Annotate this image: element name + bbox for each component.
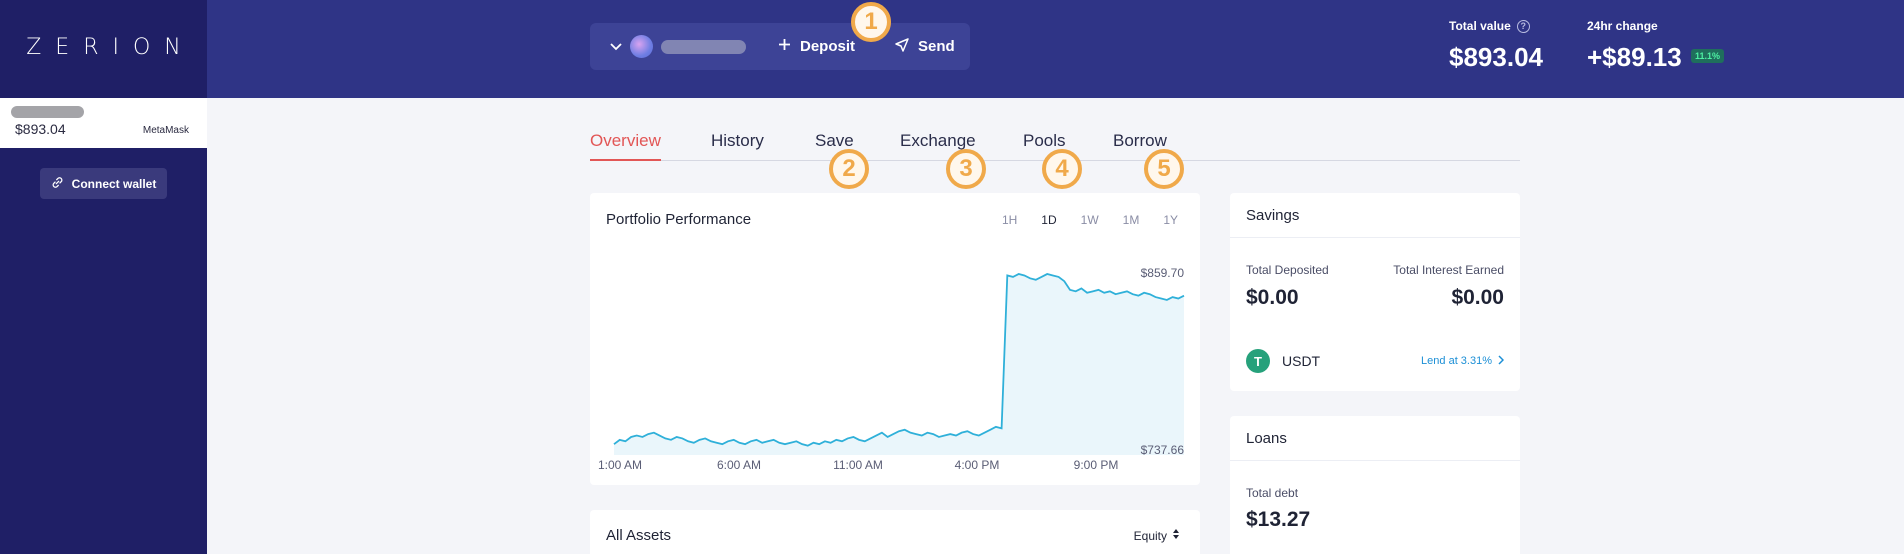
chart-min-label: $737.66 bbox=[1141, 443, 1185, 457]
tab-history[interactable]: History bbox=[711, 131, 764, 150]
total-interest-label: Total Interest Earned bbox=[1393, 263, 1504, 277]
annotation-marker: 2 bbox=[829, 149, 869, 189]
chart-series-line bbox=[613, 273, 1185, 447]
total-interest-value: $0.00 bbox=[1451, 286, 1504, 309]
chevron-down-icon bbox=[610, 38, 622, 56]
asset-symbol: USDT bbox=[1282, 353, 1321, 369]
x-tick-label: 1:00 AM bbox=[598, 458, 642, 472]
sort-dropdown[interactable]: Equity bbox=[1134, 528, 1180, 543]
card-title: All Assets bbox=[606, 527, 672, 544]
wallet-name-redacted bbox=[11, 106, 84, 118]
x-tick-label: 9:00 PM bbox=[1074, 458, 1119, 472]
divider bbox=[1230, 460, 1520, 461]
x-tick-label: 11:00 AM bbox=[833, 458, 883, 472]
action-bar: Deposit Send bbox=[590, 23, 970, 70]
wallet-card[interactable]: $893.04 MetaMask bbox=[0, 98, 207, 148]
connect-wallet-label: Connect wallet bbox=[71, 176, 157, 191]
chart-max-label: $859.70 bbox=[1141, 266, 1185, 280]
change-percent-badge: 11.1% bbox=[1691, 49, 1725, 63]
x-tick-label: 4:00 PM bbox=[955, 458, 1000, 472]
deposit-button[interactable]: Deposit bbox=[758, 23, 875, 70]
total-value: $893.04 bbox=[1449, 42, 1543, 72]
sort-icon bbox=[1172, 528, 1180, 543]
lend-link[interactable]: Lend at 3.31% bbox=[1421, 354, 1505, 368]
card-title: Portfolio Performance bbox=[606, 211, 752, 228]
change-value: +$89.13 bbox=[1587, 42, 1682, 72]
tab-overview[interactable]: Overview bbox=[590, 131, 661, 161]
range-selector: 1H 1D 1W 1M 1Y bbox=[1002, 213, 1178, 227]
annotation-marker: 5 bbox=[1144, 149, 1184, 189]
annotation-marker: 4 bbox=[1042, 149, 1082, 189]
savings-card: Savings Total Deposited $0.00 Total Inte… bbox=[1230, 193, 1520, 391]
chevron-right-icon bbox=[1498, 354, 1505, 368]
wallet-balance: $893.04 bbox=[15, 121, 66, 137]
tab-pools[interactable]: Pools bbox=[1023, 131, 1066, 150]
total-debt-value: $13.27 bbox=[1246, 508, 1311, 531]
deposit-label: Deposit bbox=[800, 38, 856, 55]
total-value-label: Total value ? bbox=[1449, 19, 1530, 33]
tether-icon: T bbox=[1246, 349, 1270, 373]
card-title: Loans bbox=[1246, 430, 1287, 447]
range-1d[interactable]: 1D bbox=[1041, 213, 1057, 227]
range-1w[interactable]: 1W bbox=[1080, 213, 1099, 227]
plus-icon bbox=[778, 38, 791, 55]
tab-exchange[interactable]: Exchange bbox=[900, 131, 976, 150]
account-name-redacted bbox=[661, 39, 746, 54]
account-avatar bbox=[630, 35, 653, 58]
header: Deposit Send Total value ? $893.04 24hr … bbox=[207, 0, 1904, 98]
annotation-marker: 3 bbox=[946, 149, 986, 189]
total-deposited-value: $0.00 bbox=[1246, 286, 1299, 309]
chart-area-fill bbox=[614, 274, 1184, 455]
all-assets-card: All Assets Equity bbox=[590, 510, 1200, 554]
loans-card: Loans Total debt $13.27 bbox=[1230, 416, 1520, 554]
tab-save[interactable]: Save bbox=[815, 131, 854, 150]
card-title: Savings bbox=[1246, 207, 1300, 224]
range-1y[interactable]: 1Y bbox=[1163, 213, 1178, 227]
sort-label: Equity bbox=[1133, 528, 1167, 543]
account-selector[interactable] bbox=[590, 23, 746, 70]
send-label: Send bbox=[918, 38, 955, 55]
range-1m[interactable]: 1M bbox=[1122, 213, 1140, 227]
usdt-lend-row[interactable]: T USDT Lend at 3.31% bbox=[1246, 348, 1505, 374]
zerion-logo[interactable]: ZERION bbox=[26, 35, 195, 60]
lend-link-label: Lend at 3.31% bbox=[1421, 355, 1492, 367]
link-icon bbox=[51, 176, 64, 192]
main-tabs: Overview History Save Exchange Pools Bor… bbox=[590, 131, 1520, 161]
send-icon bbox=[895, 37, 909, 56]
sidebar: ZERION $893.04 MetaMask Connect wallet bbox=[0, 0, 207, 554]
x-tick-label: 6:00 AM bbox=[717, 458, 761, 472]
tab-borrow[interactable]: Borrow bbox=[1113, 131, 1167, 150]
annotation-marker: 1 bbox=[851, 2, 891, 42]
change-label: 24hr change bbox=[1587, 19, 1658, 33]
performance-chart: $859.70 $737.66 1:00 AM 6:00 AM 11:00 AM 4:00… bbox=[598, 266, 1185, 472]
send-button[interactable]: Send bbox=[875, 23, 975, 70]
portfolio-performance-card: $859.70 $737.66 1:00 AM 6:00 AM 11:00 AM 4:00… bbox=[590, 193, 1200, 485]
help-icon[interactable]: ? bbox=[1516, 19, 1530, 33]
total-debt-label: Total debt bbox=[1246, 486, 1299, 500]
total-value-label-text: Total value bbox=[1449, 19, 1511, 33]
divider bbox=[1230, 237, 1520, 238]
wallet-provider: MetaMask bbox=[142, 125, 189, 136]
connect-wallet-button[interactable]: Connect wallet bbox=[40, 168, 167, 199]
range-1h[interactable]: 1H bbox=[1001, 213, 1018, 227]
total-deposited-label: Total Deposited bbox=[1246, 263, 1329, 277]
